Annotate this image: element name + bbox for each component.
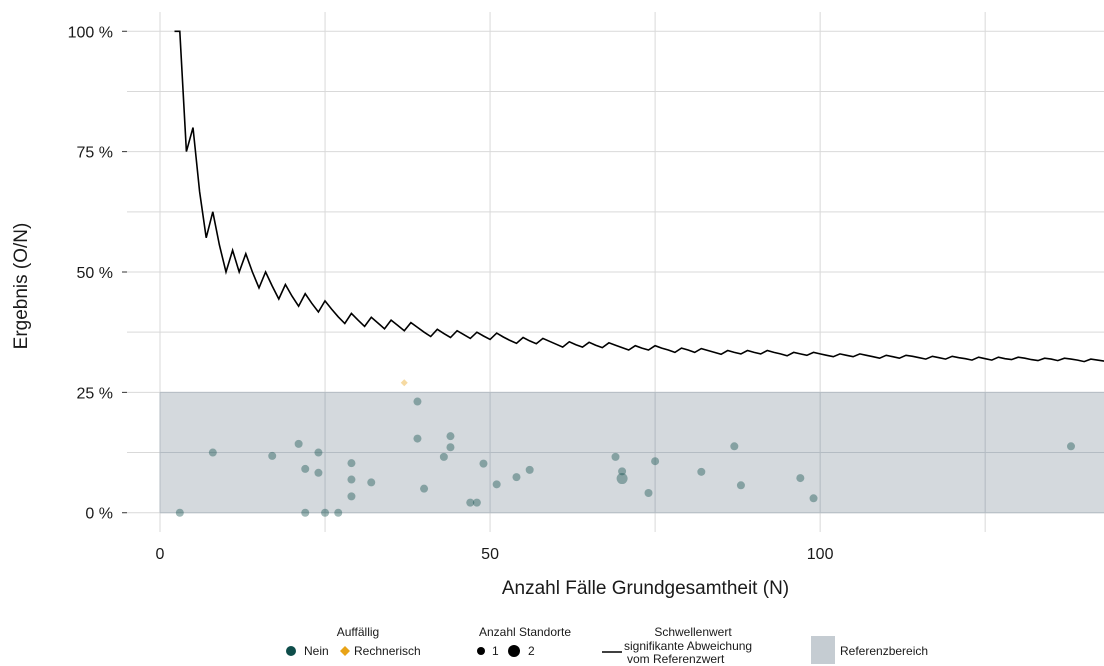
data-point-nein xyxy=(301,464,310,473)
legend: Auffällig Nein Rechnerisch Anzahl Stando… xyxy=(286,625,928,666)
data-point-nein xyxy=(616,473,628,485)
data-point-nein xyxy=(294,439,303,448)
x-tick-label: 50 xyxy=(481,546,499,563)
data-point-nein xyxy=(1066,442,1075,451)
data-point-rechnerisch xyxy=(400,379,408,387)
legend-size-2-marker xyxy=(508,645,520,657)
data-point-nein xyxy=(347,459,356,468)
data-point-nein xyxy=(347,475,356,484)
data-point-nein xyxy=(697,467,706,476)
data-point-nein xyxy=(413,434,422,443)
legend-nein-label: Nein xyxy=(304,644,329,658)
threshold-line xyxy=(174,30,1104,363)
legend-size-1-marker xyxy=(477,647,485,655)
data-point-nein xyxy=(809,494,818,503)
legend-reference-swatch xyxy=(811,636,835,664)
data-point-nein xyxy=(644,489,653,497)
data-point-nein xyxy=(651,457,660,466)
data-point-nein xyxy=(175,508,184,517)
data-point-nein xyxy=(314,448,323,457)
grid-overlay xyxy=(159,391,1104,514)
y-tick-label: 25 % xyxy=(77,385,113,402)
legend-size-2-label: 2 xyxy=(528,644,535,658)
legend-rechnerisch-marker xyxy=(340,646,350,656)
data-point-nein xyxy=(611,452,620,461)
legend-title-standorte: Anzahl Standorte xyxy=(479,625,571,639)
data-point-nein xyxy=(618,467,627,476)
legend-reference-label: Referenzbereich xyxy=(840,644,928,658)
data-point-nein xyxy=(446,443,455,452)
legend-nein-marker xyxy=(286,646,296,656)
y-tick-label: 75 % xyxy=(77,145,113,162)
data-points xyxy=(175,379,1075,517)
data-point-nein xyxy=(321,508,330,517)
data-point-nein xyxy=(268,451,277,460)
data-point-nein xyxy=(796,474,805,483)
x-tick-label: 0 xyxy=(156,546,165,563)
legend-title-auffaellig: Auffällig xyxy=(337,625,379,639)
data-point-nein xyxy=(420,484,429,493)
y-tick-label: 100 % xyxy=(68,24,113,41)
legend-threshold-label-2: vom Referenzwert xyxy=(627,652,725,666)
data-point-nein xyxy=(367,478,376,487)
y-axis-title: Ergebnis (O/N) xyxy=(11,223,32,350)
y-axis-ticks: 0 % 25 % 50 % 75 % 100 % xyxy=(68,24,127,523)
y-tick-label: 0 % xyxy=(85,506,113,523)
data-point-nein xyxy=(347,492,356,501)
y-tick-label: 50 % xyxy=(77,265,113,282)
data-point-nein xyxy=(446,432,455,441)
data-point-nein xyxy=(413,397,422,406)
data-point-nein xyxy=(730,442,739,451)
legend-rechnerisch-label: Rechnerisch xyxy=(354,644,421,658)
grid xyxy=(127,12,1104,532)
data-point-nein xyxy=(208,448,217,457)
legend-title-schwellenwert: Schwellenwert xyxy=(654,625,732,639)
data-point-nein xyxy=(301,508,310,517)
data-point-nein xyxy=(439,452,448,461)
x-axis-ticks: 0 50 100 xyxy=(156,546,834,563)
data-point-nein xyxy=(479,459,488,468)
data-point-nein xyxy=(466,498,475,507)
data-point-nein xyxy=(334,508,343,517)
data-point-nein xyxy=(472,498,481,507)
legend-size-1-label: 1 xyxy=(492,644,499,658)
data-point-nein xyxy=(525,465,534,474)
legend-threshold-label-1: signifikante Abweichung xyxy=(624,639,752,653)
data-point-nein xyxy=(492,480,501,489)
data-point-nein xyxy=(314,468,323,477)
data-point-nein xyxy=(512,473,521,482)
data-point-nein xyxy=(736,481,745,490)
x-tick-label: 100 xyxy=(807,546,834,563)
x-axis-title: Anzahl Fälle Grundgesamtheit (N) xyxy=(502,578,789,599)
